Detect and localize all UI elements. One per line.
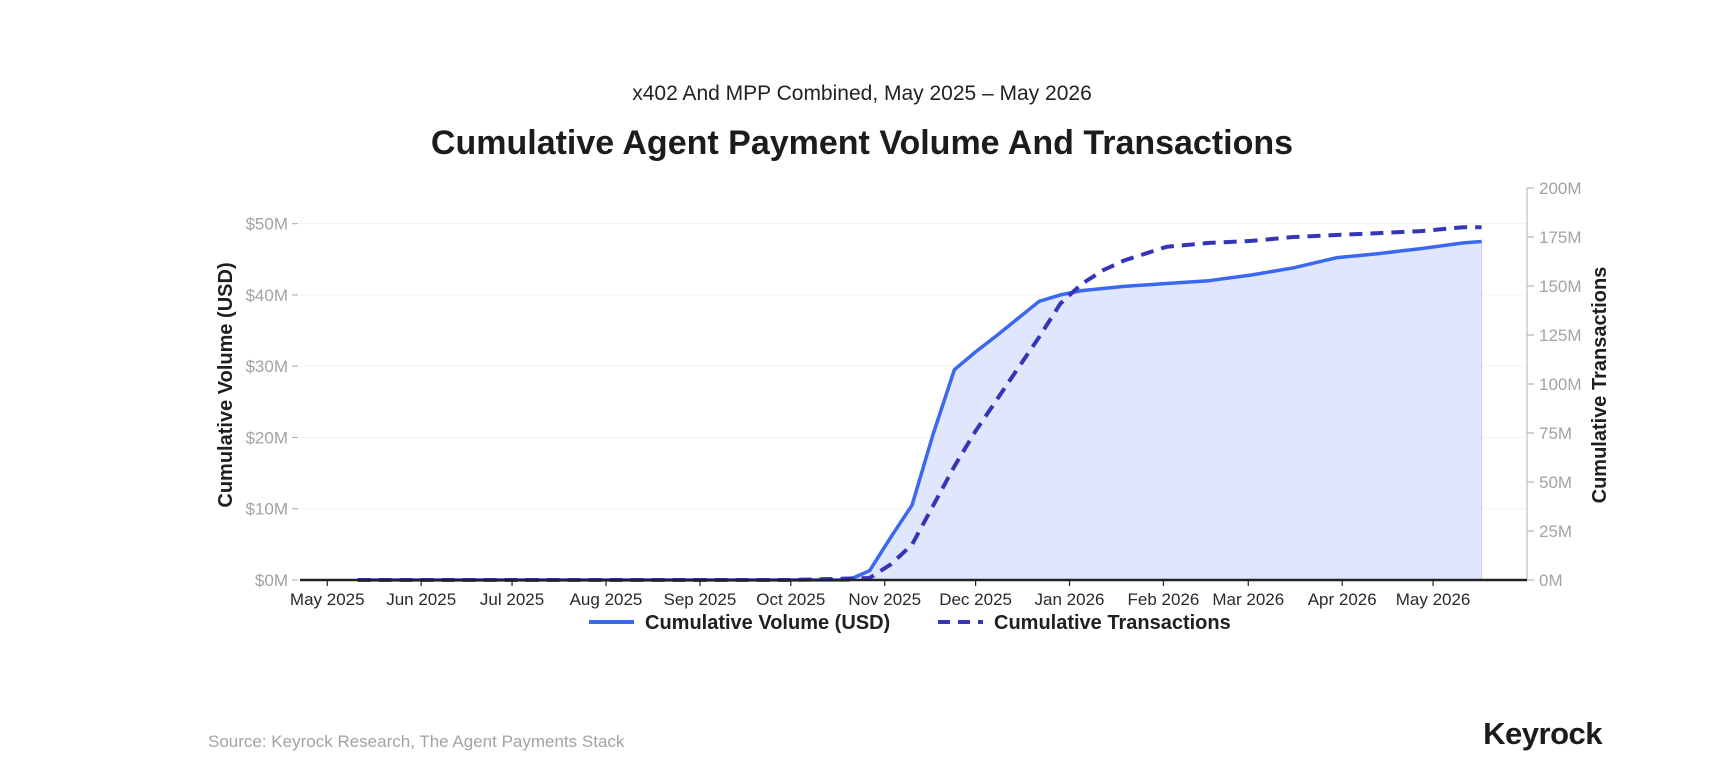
chart-subtitle: x402 And MPP Combined, May 2025 – May 20… (632, 82, 1092, 105)
x-tick-label: Feb 2026 (1128, 590, 1200, 609)
x-tick-label: Sep 2025 (664, 590, 737, 609)
y2-axis-label: Cumulative Transactions (1589, 267, 1611, 504)
x-tick-label: Apr 2026 (1308, 590, 1377, 609)
y2-tick-label: 0M (1539, 571, 1563, 590)
volume-area (357, 241, 1482, 580)
x-axis-ticks: May 2025 Jun 2025 Jul 2025 Aug 2025 Sep 2025… (290, 580, 1470, 609)
x-tick-label: Mar 2026 (1212, 590, 1284, 609)
source-note: Source: Keyrock Research, The Agent Paym… (208, 732, 625, 751)
y2-tick-label: 125M (1539, 326, 1582, 345)
chart-title: Cumulative Agent Payment Volume And Tran… (430, 124, 1294, 162)
y-tick-label: $40M (245, 286, 288, 305)
x-tick-label: May 2026 (1396, 590, 1471, 609)
left-axis-ticks: $0M $10M $20M $30M $40M $50M (245, 215, 298, 590)
y2-tick-label: 50M (1539, 473, 1572, 492)
x-tick-label: Nov 2025 (848, 590, 921, 609)
x-tick-label: Aug 2025 (570, 590, 643, 609)
y2-tick-label: 100M (1539, 375, 1582, 394)
x-tick-label: May 2025 (290, 590, 365, 609)
y2-tick-label: 150M (1539, 277, 1582, 296)
x-tick-label: Jun 2025 (386, 590, 456, 609)
keyrock-logo: Keyrock (1483, 716, 1602, 751)
y2-tick-label: 200M (1539, 179, 1582, 198)
y-axis-label: Cumulative Volume (USD) (215, 262, 237, 507)
y2-tick-label: 175M (1539, 228, 1582, 247)
legend-label-transactions: Cumulative Transactions (994, 612, 1231, 634)
y2-tick-label: 75M (1539, 424, 1572, 443)
legend-label-volume: Cumulative Volume (USD) (645, 612, 890, 634)
x-tick-label: Dec 2025 (939, 590, 1012, 609)
y-tick-label: $30M (245, 357, 288, 376)
right-axis-ticks: 0M 25M 50M 75M 100M 125M 150M 175M 200M (1527, 179, 1582, 590)
x-tick-label: Oct 2025 (756, 590, 825, 609)
y-tick-label: $0M (255, 571, 288, 590)
y-tick-label: $10M (245, 500, 288, 519)
x-tick-label: Jul 2025 (480, 590, 544, 609)
volume-area-layer (357, 241, 1483, 580)
y-tick-label: $20M (245, 428, 288, 447)
y2-tick-label: 25M (1539, 522, 1572, 541)
y-tick-label: $50M (245, 215, 288, 234)
legend: Cumulative Volume (USD) Cumulative Trans… (589, 612, 1231, 634)
x-tick-label: Jan 2026 (1035, 590, 1105, 609)
